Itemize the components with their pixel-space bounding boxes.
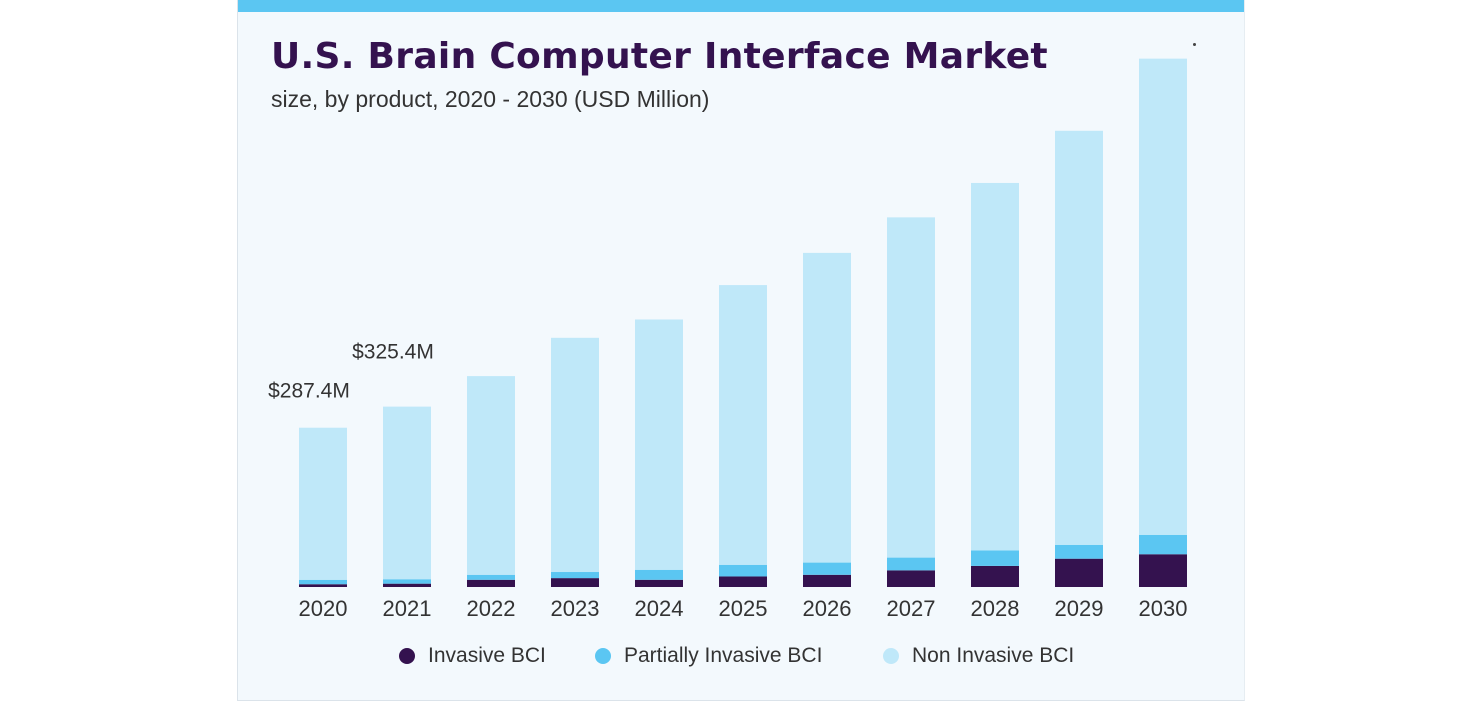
bar-2029-partially-invasive-bci [1055,544,1103,559]
bar-2030-non-invasive-bci [1139,58,1187,535]
legend-label: Partially Invasive BCI [624,644,823,667]
x-tick-label: 2021 [383,596,432,621]
x-tick-label: 2024 [635,596,684,621]
legend-label: Non Invasive BCI [912,644,1075,667]
bar-chart: 2020 2021 2022 2023 2024 2025 2026 2027 2028 2029… [268,58,1188,621]
chart-card: U.S. Brain Computer Interface Market siz… [237,0,1245,701]
legend-item-non-invasive-bci: Non Invasive BCI [883,644,1074,668]
bar-2024-invasive-bci [635,579,683,587]
bar-2027-non-invasive-bci [887,217,935,558]
x-tick-label: 2028 [971,596,1020,621]
legend-swatch [883,648,899,664]
bar-2026-non-invasive-bci [803,252,851,563]
bar-2023-invasive-bci [551,578,599,587]
bar-2020-non-invasive-bci [299,427,347,580]
x-tick-label: 2023 [551,596,600,621]
legend-item-invasive-bci: Invasive BCI [399,644,546,668]
bar-2020-invasive-bci [299,584,347,587]
bar-2022-non-invasive-bci [467,376,515,575]
bar-2022-partially-invasive-bci [467,574,515,580]
bar-2025-non-invasive-bci [719,285,767,565]
x-tick-label: 2029 [1055,596,1104,621]
bar-2025-partially-invasive-bci [719,564,767,577]
legend-swatch [595,648,611,664]
chart-legend: Invasive BCI Partially Invasive BCI Non In… [238,644,1244,674]
x-tick-label: 2026 [803,596,852,621]
bar-2027-invasive-bci [887,570,935,587]
x-tick-label: 2020 [299,596,348,621]
bar-2023-partially-invasive-bci [551,572,599,579]
bar-2029-non-invasive-bci [1055,130,1103,545]
bar-2028-partially-invasive-bci [971,550,1019,566]
bar-2028-invasive-bci [971,565,1019,587]
bar-2020-partially-invasive-bci [299,579,347,585]
bar-2030-partially-invasive-bci [1139,534,1187,555]
data-label-2020: $287.4M [268,380,350,403]
bar-2026-partially-invasive-bci [803,562,851,575]
bar-2027-partially-invasive-bci [887,557,935,571]
bar-2022-invasive-bci [467,579,515,587]
chart-subtitle: size, by product, 2020 - 2030 (USD Milli… [271,86,710,112]
x-tick-label: 2022 [467,596,516,621]
bar-2024-non-invasive-bci [635,319,683,570]
x-tick-label: 2027 [887,596,936,621]
bar-2029-invasive-bci [1055,558,1103,587]
bar-2021-non-invasive-bci [383,406,431,580]
decorative-dot [1193,43,1196,46]
chart-title: U.S. Brain Computer Interface Market [271,36,1048,77]
accent-bar [238,0,1244,12]
legend-item-partially-invasive-bci: Partially Invasive BCI [595,644,822,668]
bar-2023-non-invasive-bci [551,337,599,573]
bar-2030-invasive-bci [1139,554,1187,587]
data-label-2021: $325.4M [352,341,434,364]
bar-2021-partially-invasive-bci [383,579,431,584]
x-tick-label: 2025 [719,596,768,621]
bar-2021-invasive-bci [383,583,431,587]
legend-label: Invasive BCI [428,644,546,667]
bar-2028-non-invasive-bci [971,182,1019,551]
bar-2025-invasive-bci [719,576,767,587]
x-tick-label: 2030 [1139,596,1188,621]
legend-swatch [399,648,415,664]
bar-2026-invasive-bci [803,574,851,587]
bar-2024-partially-invasive-bci [635,569,683,580]
